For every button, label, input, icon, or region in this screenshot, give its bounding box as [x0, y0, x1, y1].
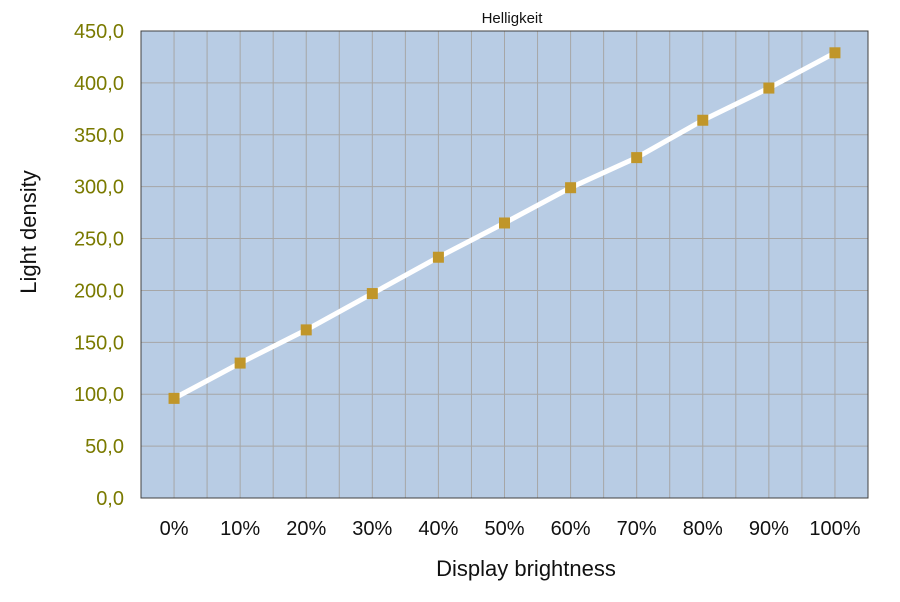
y-axis-ticks: 0,0 50,0 100,0 150,0 200,0 250,0 300,0 350,0 400… [74, 21, 124, 510]
data-point [168, 392, 180, 404]
data-point [300, 324, 312, 336]
y-tick-label: 300,0 [74, 177, 124, 199]
chart-title: Helligkeit [482, 10, 544, 27]
x-tick-label: 70% [617, 518, 657, 540]
data-point [432, 251, 444, 263]
x-axis-label: Display brightness [436, 556, 616, 581]
y-tick-label: 250,0 [74, 229, 124, 251]
x-tick-label: 30% [352, 518, 392, 540]
data-point [697, 114, 709, 126]
data-point [366, 288, 378, 300]
y-tick-label: 200,0 [74, 280, 124, 302]
y-tick-label: 0,0 [96, 488, 124, 510]
x-tick-label: 80% [683, 518, 723, 540]
x-axis-ticks: 0% 10% 20% 30% 40% 50% 60% 70% 80% 90% 100% [160, 518, 861, 540]
x-tick-label: 50% [484, 518, 524, 540]
data-point [565, 182, 577, 194]
data-point [763, 82, 775, 94]
y-tick-label: 100,0 [74, 384, 124, 406]
y-tick-label: 450,0 [74, 21, 124, 43]
data-point [829, 47, 841, 59]
y-tick-label: 150,0 [74, 332, 124, 354]
x-tick-label: 40% [418, 518, 458, 540]
x-tick-label: 0% [160, 518, 189, 540]
data-point [631, 152, 643, 164]
y-tick-label: 50,0 [85, 436, 124, 458]
data-point [499, 217, 510, 229]
y-tick-label: 400,0 [74, 73, 124, 95]
x-tick-label: 10% [220, 518, 260, 540]
data-point [234, 357, 246, 369]
plot-border [140, 30, 869, 499]
x-tick-label: 60% [551, 518, 591, 540]
y-tick-label: 350,0 [74, 125, 124, 147]
x-tick-label: 90% [749, 518, 789, 540]
series-layer [168, 47, 841, 404]
x-tick-label: 20% [286, 518, 326, 540]
x-tick-label: 100% [809, 518, 860, 540]
y-axis-label: Light density [16, 170, 41, 294]
gridlines [141, 31, 868, 498]
